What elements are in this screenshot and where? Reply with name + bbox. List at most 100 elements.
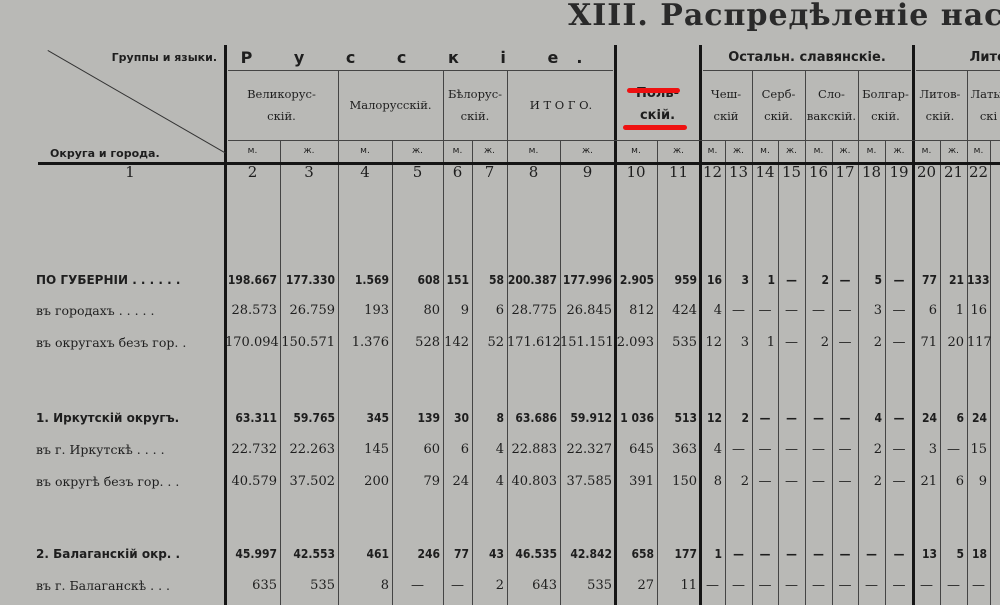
column-number: 20 [916,163,937,181]
table-cell: 643 [532,578,557,593]
table-cell: 77 [453,547,469,561]
table-cell: — [451,578,464,593]
table-cell: — [812,442,825,457]
sex-header: ж. [733,146,744,156]
table-cell: — [758,442,772,457]
language-header: Сло-вакскій. [805,70,858,140]
table-cell: — [812,578,825,593]
table-cell: 363 [672,442,697,457]
column-number: 21 [943,163,964,181]
table-cell: 22.883 [511,442,558,457]
table-cell: 1 [766,335,775,350]
sex-header: м. [813,146,824,156]
sex-header: ж. [948,146,959,156]
table-cell: 171.612 [507,335,561,350]
row-label: 1. Иркутскій округъ. [36,411,180,425]
table-cell: 16 [706,273,722,287]
language-header: Чеш-скій [700,70,752,140]
table-cell: — [865,578,878,593]
sex-header: ж. [673,146,684,156]
row-label: въ округѣ безъ гор. . . [36,474,180,489]
sex-header: ж. [839,146,851,156]
table-cell: 2 [821,273,829,287]
table-cell: 30 [453,411,469,425]
table-cell: — [947,442,960,457]
column-number: 18 [861,163,882,181]
table-cell: 5 [956,547,964,561]
table-cell: — [759,547,771,561]
table-cell: 6 [955,474,964,489]
language-header-text: вакскій. [806,109,857,123]
table-cell: 15 [970,442,987,457]
table-cell: 42.842 [570,547,612,561]
table-cell: 2 [740,474,749,489]
table-cell: 37.585 [566,474,613,489]
sex-header: м. [973,146,984,156]
table-cell: 4 [874,411,882,425]
language-header-text: Поль- [636,86,679,101]
table-cell: 170.094 [225,335,279,350]
table-cell: 2 [873,474,882,489]
language-header-text: скій. [925,109,955,123]
language-header-text: Сло- [818,87,845,101]
table-cell: 177.330 [285,273,335,287]
table-cell: 345 [366,411,389,425]
column-divider [560,140,561,605]
column-number: 2 [247,163,258,181]
column-number: 13 [728,163,749,181]
table-cell: 8 [496,411,504,425]
column-divider [657,140,658,605]
group-header-russian: Р у с с к і е. [240,47,601,67]
table-cell: — [733,547,744,561]
table-cell: 145 [364,442,389,457]
column-number: 22 [968,163,989,181]
table-cell: 4 [713,303,722,318]
table-cell: 77 [921,273,937,287]
table-cell: 63.686 [515,411,557,425]
language-header-text: И Т О Г О. [529,98,593,112]
table-cell: 2 [873,442,882,457]
table-cell: 6 [956,411,964,425]
sex-header: м. [360,146,370,156]
language-header-text: Великорус- [247,87,316,101]
table-cell: 608 [417,273,440,287]
table-cell: 20 [947,335,964,350]
group-header-lithuanian: Лито [969,49,1000,65]
table-cell: 635 [252,578,277,593]
table-cell: — [758,474,772,489]
language-header-text: Латы- [970,87,1000,101]
language-header-text: скій. [871,109,900,123]
table-cell: 1.569 [354,273,389,287]
table-cell: 424 [672,303,697,318]
language-header-text: скій. [460,109,490,123]
column-number: 19 [889,163,909,181]
corner-top-label: Группы и языки. [111,50,217,64]
column-divider [912,45,915,605]
table-cell: — [732,578,745,593]
language-header-text: Малорусскій. [349,98,432,112]
column-divider [940,140,941,605]
table-cell: — [893,411,905,425]
table-cell: 151 [446,273,469,287]
column-divider [752,70,753,605]
table-cell: 28.573 [231,303,278,318]
table-cell: 645 [629,442,654,457]
table-cell: — [839,547,851,561]
table-cell: 60 [423,442,440,457]
table-cell: 461 [366,547,389,561]
table-cell: — [892,303,906,318]
table-cell: 6 [495,303,504,318]
column-number: 17 [835,163,855,181]
table-cell: 200 [364,474,389,489]
column-number: 5 [412,163,423,181]
table-cell: 58 [488,273,504,287]
table-cell: 4 [713,442,722,457]
language-header-text: Болгар- [862,87,909,101]
table-cell: 3 [740,335,749,350]
table-cell: 26.759 [289,303,336,318]
table-cell: 658 [631,547,654,561]
table-cell: — [892,474,906,489]
table-cell: 246 [417,547,440,561]
table-cell: — [838,474,852,489]
table-cell: — [732,303,745,318]
